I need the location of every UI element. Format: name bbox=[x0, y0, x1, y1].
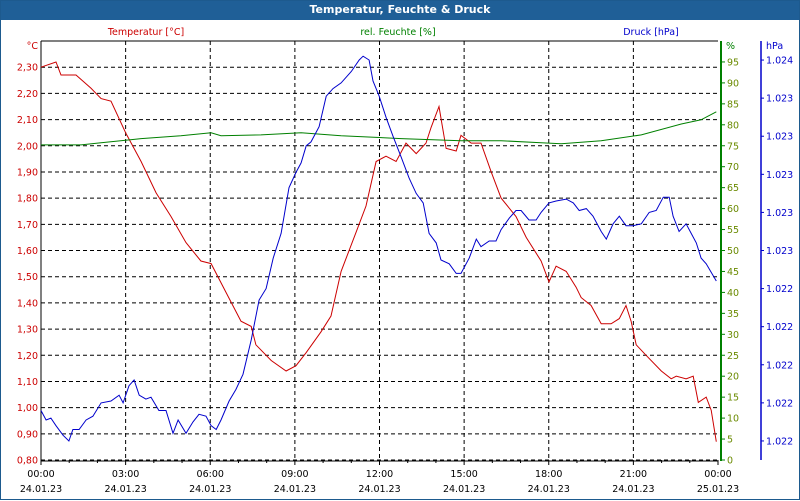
pressure-tick-label: 1.022 bbox=[766, 398, 793, 409]
x-tick-date: 24.01.23 bbox=[528, 484, 570, 495]
humidity-tick-label: 80 bbox=[727, 120, 739, 131]
temperature-tick-label: 2,10 bbox=[17, 115, 38, 126]
temperature-tick-label: 1,30 bbox=[17, 325, 38, 336]
humidity-tick-label: 90 bbox=[727, 78, 739, 89]
temperature-tick-label: 1,90 bbox=[17, 167, 38, 178]
temperature-tick-label: 1,70 bbox=[17, 220, 38, 231]
pressure-tick-label: 1.023 bbox=[766, 208, 793, 219]
humidity-tick-label: 70 bbox=[727, 162, 739, 173]
x-tick-date: 24.01.23 bbox=[443, 484, 485, 495]
temperature-tick-label: 2,00 bbox=[17, 141, 38, 152]
humidity-tick-label: 30 bbox=[727, 330, 739, 341]
humidity-tick-label: 40 bbox=[727, 288, 739, 299]
humidity-tick-label: 45 bbox=[727, 267, 739, 278]
humidity-tick-label: 75 bbox=[727, 141, 739, 152]
pressure-tick-label: 1.023 bbox=[766, 246, 793, 257]
humidity-series-line bbox=[41, 111, 717, 146]
x-tick-date: 24.01.23 bbox=[104, 484, 146, 495]
humidity-tick-label: 20 bbox=[727, 372, 739, 383]
x-tick-time: 12:00 bbox=[366, 469, 393, 480]
pressure-tick-label: 1.023 bbox=[766, 94, 793, 105]
pressure-tick-label: 1.024 bbox=[766, 56, 793, 67]
pressure-axis-title: Druck [hPa] bbox=[623, 27, 679, 38]
pressure-tick-label: 1.023 bbox=[766, 170, 793, 181]
humidity-tick-label: 15 bbox=[727, 393, 739, 404]
humidity-tick-label: 50 bbox=[727, 246, 739, 257]
pressure-tick-label: 1.022 bbox=[766, 284, 793, 295]
x-tick-date: 24.01.23 bbox=[612, 484, 654, 495]
temperature-tick-label: 0,80 bbox=[17, 456, 38, 467]
humidity-tick-label: 25 bbox=[727, 351, 739, 362]
temperature-tick-label: 1,20 bbox=[17, 351, 38, 362]
x-tick-time: 03:00 bbox=[112, 469, 139, 480]
x-tick-date: 25.01.23 bbox=[697, 484, 739, 495]
x-tick-date: 24.01.23 bbox=[274, 484, 316, 495]
pressure-tick-label: 1.022 bbox=[766, 322, 793, 333]
temperature-tick-label: 1,80 bbox=[17, 194, 38, 205]
temperature-tick-label: 1,60 bbox=[17, 246, 38, 257]
x-tick-time: 21:00 bbox=[620, 469, 647, 480]
pressure-tick-label: 1.023 bbox=[766, 132, 793, 143]
pressure-unit: hPa bbox=[766, 41, 783, 52]
x-tick-time: 09:00 bbox=[281, 469, 308, 480]
humidity-tick-label: 10 bbox=[727, 414, 739, 425]
temperature-tick-label: 0,90 bbox=[17, 429, 38, 440]
x-tick-time: 06:00 bbox=[197, 469, 224, 480]
humidity-tick-label: 95 bbox=[727, 57, 739, 68]
x-tick-date: 24.01.23 bbox=[189, 484, 231, 495]
temperature-tick-label: 2,20 bbox=[17, 89, 38, 100]
temperature-tick-label: 1,50 bbox=[17, 272, 38, 283]
humidity-tick-label: 35 bbox=[727, 309, 739, 320]
temperature-tick-label: 1,40 bbox=[17, 298, 38, 309]
humidity-tick-label: 55 bbox=[727, 225, 739, 236]
x-tick-date: 24.01.23 bbox=[358, 484, 400, 495]
temperature-tick-label: 2,30 bbox=[17, 63, 38, 74]
humidity-axis-title: rel. Feuchte [%] bbox=[360, 27, 435, 38]
humidity-tick-label: 60 bbox=[727, 204, 739, 215]
x-tick-time: 00:00 bbox=[27, 469, 54, 480]
pressure-series-line bbox=[40, 55, 717, 442]
x-tick-time: 18:00 bbox=[535, 469, 562, 480]
humidity-tick-label: 5 bbox=[727, 435, 733, 446]
x-tick-time: 15:00 bbox=[450, 469, 477, 480]
humidity-tick-label: 65 bbox=[727, 183, 739, 194]
temperature-tick-label: 1,00 bbox=[17, 403, 38, 414]
temperature-tick-label: 1,10 bbox=[17, 377, 38, 388]
humidity-unit: % bbox=[726, 41, 735, 52]
humidity-tick-label: 85 bbox=[727, 99, 739, 110]
window-title: Temperatur, Feuchte & Druck bbox=[1, 1, 799, 20]
pressure-tick-label: 1.022 bbox=[766, 360, 793, 371]
temperature-unit: °C bbox=[27, 41, 39, 52]
x-tick-date: 24.01.23 bbox=[20, 484, 62, 495]
humidity-tick-label: 0 bbox=[727, 456, 733, 467]
x-tick-time: 00:00 bbox=[704, 469, 731, 480]
temperature-series-line bbox=[40, 61, 717, 442]
pressure-tick-label: 1.022 bbox=[766, 436, 793, 447]
temperature-axis-title: Temperatur [°C] bbox=[107, 27, 184, 38]
